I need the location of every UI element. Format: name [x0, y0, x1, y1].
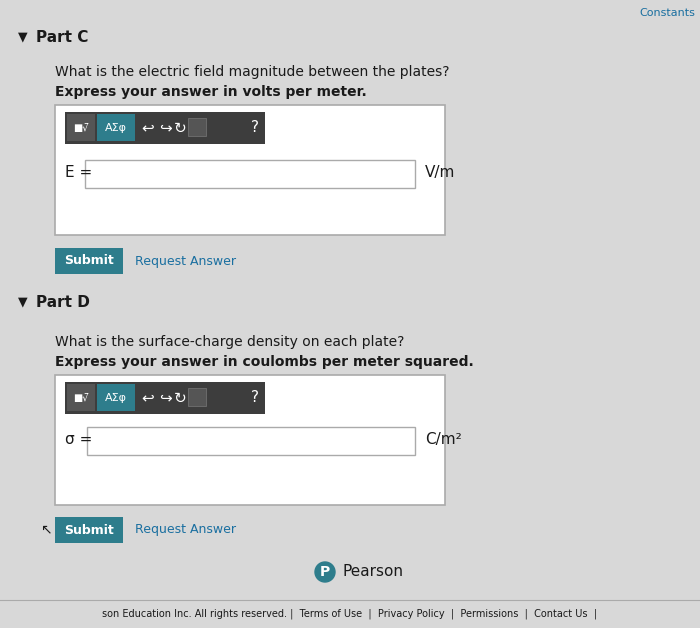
Text: ■√̄: ■√̄ — [74, 123, 89, 133]
Text: Request Answer: Request Answer — [135, 254, 236, 268]
Text: ΑΣφ: ΑΣφ — [105, 393, 127, 403]
FancyBboxPatch shape — [67, 114, 95, 141]
FancyBboxPatch shape — [55, 248, 123, 274]
FancyBboxPatch shape — [97, 384, 135, 411]
Text: What is the surface-charge density on each plate?: What is the surface-charge density on ea… — [55, 335, 405, 349]
FancyBboxPatch shape — [87, 427, 415, 455]
Text: Constants: Constants — [639, 8, 695, 18]
Text: Express your answer in volts per meter.: Express your answer in volts per meter. — [55, 85, 367, 99]
Circle shape — [315, 562, 335, 582]
FancyBboxPatch shape — [188, 388, 206, 406]
FancyBboxPatch shape — [67, 384, 95, 411]
Text: ▼: ▼ — [18, 295, 27, 308]
FancyBboxPatch shape — [55, 105, 445, 235]
Text: Submit: Submit — [64, 254, 114, 268]
Text: What is the electric field magnitude between the plates?: What is the electric field magnitude bet… — [55, 65, 449, 79]
Text: P: P — [320, 565, 330, 579]
Text: ΑΣφ: ΑΣφ — [105, 123, 127, 133]
Text: Part C: Part C — [36, 30, 88, 45]
Text: ▼: ▼ — [18, 30, 27, 43]
FancyBboxPatch shape — [188, 118, 206, 136]
Text: Request Answer: Request Answer — [135, 524, 236, 536]
Text: ?: ? — [251, 121, 259, 136]
Text: ↻: ↻ — [174, 391, 186, 406]
Text: Part D: Part D — [36, 295, 90, 310]
FancyBboxPatch shape — [97, 114, 135, 141]
FancyBboxPatch shape — [65, 112, 265, 144]
Text: V/m: V/m — [425, 165, 456, 180]
Text: ↖: ↖ — [40, 522, 52, 536]
Text: ↩: ↩ — [141, 391, 155, 406]
Text: Submit: Submit — [64, 524, 114, 536]
Text: ■√̄: ■√̄ — [74, 393, 89, 403]
Text: Express your answer in coulombs per meter squared.: Express your answer in coulombs per mete… — [55, 355, 474, 369]
FancyBboxPatch shape — [65, 382, 265, 414]
Text: C/m²: C/m² — [425, 432, 462, 447]
FancyBboxPatch shape — [55, 375, 445, 505]
Text: ↪: ↪ — [159, 121, 172, 136]
Text: E =: E = — [65, 165, 92, 180]
Text: ?: ? — [251, 391, 259, 406]
Text: son Education Inc. All rights reserved. |  Terms of Use  |  Privacy Policy  |  P: son Education Inc. All rights reserved. … — [102, 609, 598, 619]
Text: ↩: ↩ — [141, 121, 155, 136]
Text: Pearson: Pearson — [342, 565, 403, 580]
Text: ↪: ↪ — [159, 391, 172, 406]
FancyBboxPatch shape — [55, 517, 123, 543]
Text: ↻: ↻ — [174, 121, 186, 136]
Text: σ =: σ = — [65, 432, 92, 447]
FancyBboxPatch shape — [85, 160, 415, 188]
